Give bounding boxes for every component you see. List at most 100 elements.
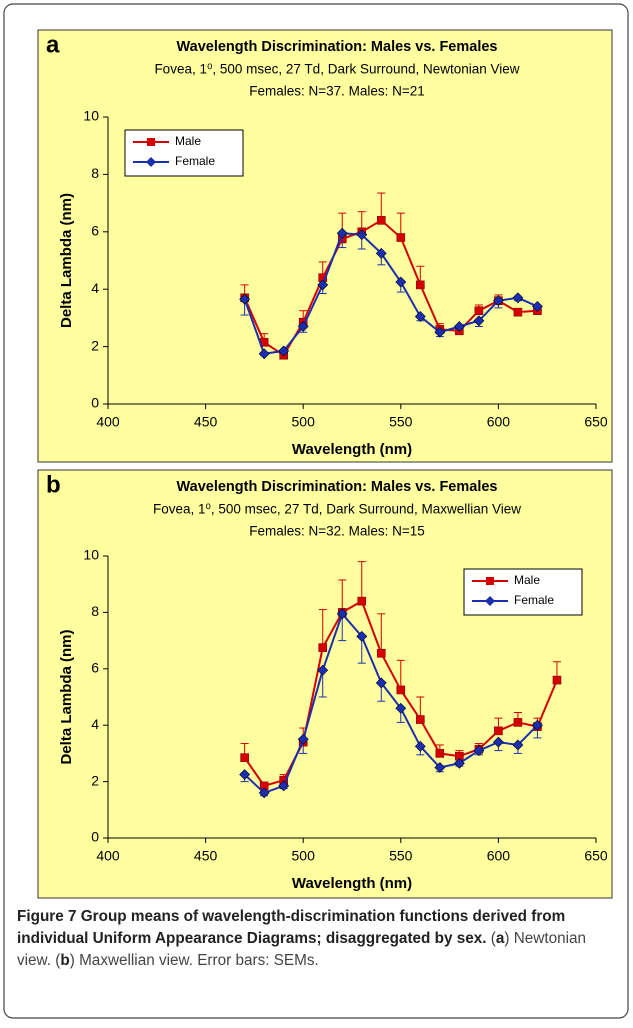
marker <box>434 762 446 773</box>
error-bar <box>377 613 386 654</box>
marker <box>492 295 504 307</box>
x-tick-label: 550 <box>389 848 413 864</box>
x-tick-label: 550 <box>389 414 413 430</box>
x-tick-label: 600 <box>487 414 511 430</box>
series-line <box>243 611 539 795</box>
caption-text: ) Maxwellian view. Error bars: SEMs. <box>69 952 319 969</box>
error-bar <box>357 561 366 602</box>
y-tick-label: 6 <box>91 223 99 239</box>
marker <box>395 702 407 714</box>
x-tick-label: 400 <box>96 848 120 864</box>
marker <box>375 247 387 259</box>
marker <box>375 677 387 689</box>
marker <box>376 216 386 225</box>
y-tick-label: 4 <box>91 716 99 732</box>
x-axis-label: Wavelength (nm) <box>292 875 412 892</box>
caption-text: ( <box>490 930 496 947</box>
marker <box>239 293 251 305</box>
y-tick-label: 8 <box>91 603 99 619</box>
marker <box>278 780 290 792</box>
caption-letter: a <box>495 930 505 947</box>
marker <box>513 718 523 727</box>
caption-title: Group means of wavelength-discrimination… <box>17 908 566 947</box>
chart-subtitle: Females: N=32. Males: N=15 <box>249 524 425 539</box>
marker <box>414 740 426 752</box>
marker <box>356 630 368 642</box>
marker <box>434 326 446 338</box>
panel-background <box>37 29 613 463</box>
legend-box <box>124 129 244 177</box>
marker <box>473 745 485 757</box>
x-tick-label: 650 <box>584 848 608 864</box>
chart-subtitle: Fovea, 1⁰, 500 msec, 27 Td, Dark Surroun… <box>154 62 519 77</box>
marker <box>414 311 426 322</box>
legend-label: Female <box>514 593 554 607</box>
marker <box>258 787 270 799</box>
marker <box>336 608 348 620</box>
marker <box>278 345 290 357</box>
marker <box>336 227 348 239</box>
marker <box>512 739 524 751</box>
marker <box>453 757 465 769</box>
marker <box>396 233 406 242</box>
marker <box>416 715 425 724</box>
marker <box>356 229 368 241</box>
marker <box>453 321 465 332</box>
x-tick-label: 400 <box>96 414 120 430</box>
y-tick-label: 2 <box>91 772 99 788</box>
y-tick-label: 10 <box>83 108 99 124</box>
y-tick-label: 10 <box>83 547 99 563</box>
marker <box>317 664 329 676</box>
marker <box>513 307 523 317</box>
x-axis-label: Wavelength (nm) <box>292 441 412 458</box>
error-bar <box>318 609 327 648</box>
chart-title: Wavelength Discrimination: Males vs. Fem… <box>177 39 498 55</box>
y-axis-label: Delta Lambda (nm) <box>58 629 75 764</box>
marker <box>376 648 386 658</box>
marker <box>240 753 249 762</box>
caption-letter: b <box>60 952 70 969</box>
x-tick-label: 500 <box>292 848 316 864</box>
legend-box <box>463 568 583 616</box>
chart-subtitle: Fovea, 1⁰, 500 msec, 27 Td, Dark Surroun… <box>153 502 521 517</box>
y-axis-label: Delta Lambda (nm) <box>58 193 75 328</box>
figure-border <box>3 3 629 1019</box>
marker <box>474 306 484 316</box>
y-tick-label: 0 <box>91 395 99 411</box>
marker <box>297 733 309 745</box>
chart-subtitle: Females: N=37. Males: N=21 <box>249 84 425 99</box>
marker <box>552 675 562 685</box>
x-tick-label: 450 <box>194 848 218 864</box>
series-line <box>243 232 538 355</box>
legend-label: Male <box>514 573 540 587</box>
caption-text: ) Newtonian view. ( <box>17 930 587 969</box>
marker <box>416 280 425 290</box>
marker <box>318 643 328 652</box>
marker <box>532 719 543 731</box>
error-bar <box>338 579 347 613</box>
marker <box>396 685 406 695</box>
marker <box>473 315 485 327</box>
y-tick-label: 6 <box>91 660 99 676</box>
x-tick-label: 500 <box>292 414 316 430</box>
marker <box>357 596 367 606</box>
marker <box>532 300 543 312</box>
marker <box>258 348 270 360</box>
error-bar <box>377 192 386 221</box>
marker <box>317 279 329 291</box>
legend-label: Male <box>175 134 201 148</box>
legend-marker <box>146 157 156 167</box>
legend-marker <box>486 577 494 585</box>
y-tick-label: 0 <box>91 829 99 845</box>
chart-title: Wavelength Discrimination: Males vs. Fem… <box>177 479 498 495</box>
x-tick-label: 650 <box>584 414 608 430</box>
marker <box>239 769 251 780</box>
x-tick-label: 600 <box>487 848 511 864</box>
legend-marker <box>485 596 495 606</box>
legend-label: Female <box>175 154 215 168</box>
marker <box>494 726 503 736</box>
panel-label: a <box>46 31 60 58</box>
marker <box>512 292 524 304</box>
